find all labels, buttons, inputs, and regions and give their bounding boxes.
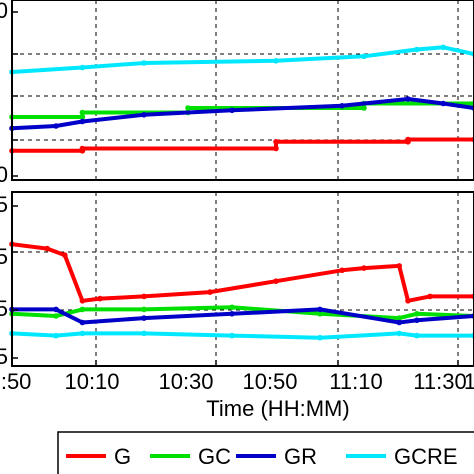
x-tick-label: 10:10	[64, 369, 119, 394]
data-point-gr	[405, 96, 411, 102]
data-point-gcre	[79, 330, 86, 337]
data-point-gr	[141, 315, 147, 321]
bottom-plot-area	[12, 192, 474, 366]
data-point-gcre	[414, 332, 420, 339]
data-point-gr	[53, 123, 59, 129]
data-point-gcre	[141, 330, 147, 337]
x-axis-title: Time (HH:MM)	[206, 396, 349, 421]
data-point-gr	[229, 107, 235, 114]
data-point-gr	[79, 118, 86, 125]
data-point-g	[207, 289, 213, 295]
data-point-gc	[79, 109, 86, 116]
y-tick-label: 5	[0, 344, 8, 369]
top-series	[9, 44, 474, 154]
data-point-gc	[79, 114, 86, 120]
legend-label-g: G	[114, 444, 131, 469]
y-tick-label: 5	[0, 296, 8, 321]
data-point-gr	[53, 306, 59, 313]
legend-label-gcre: GCRE	[394, 444, 458, 469]
legend: G GC GR GCRE	[57, 431, 474, 474]
y-tick-label: 5	[0, 244, 8, 269]
data-point-gr	[414, 317, 420, 324]
legend-label-gc: GC	[198, 444, 231, 469]
data-point-gcre	[396, 330, 403, 337]
legend-entries: G GC GR GCRE	[66, 444, 458, 469]
data-point-gc	[361, 105, 367, 111]
data-point-g	[273, 139, 279, 145]
series-line-gcre	[11, 45, 474, 74]
data-point-gc	[185, 105, 191, 111]
data-point-gcre	[53, 332, 59, 339]
data-point-gcre	[440, 44, 447, 51]
data-point-g	[396, 263, 403, 269]
data-point-g	[427, 293, 433, 300]
bottom-y-ticks: 5 5 5 5	[0, 192, 18, 369]
data-point-gr	[141, 112, 147, 118]
y-tick-label: 0	[0, 0, 8, 23]
data-point-g	[79, 145, 86, 152]
data-point-gr	[440, 100, 447, 107]
data-point-gcre	[141, 60, 147, 66]
data-point-g	[405, 136, 411, 143]
x-tick-labels: 9:50 10:10 10:30 10:50 11:10 11:301	[0, 360, 474, 394]
legend-label-gr: GR	[284, 444, 317, 469]
x-tick-label: 11:30	[413, 369, 466, 394]
legend-box	[57, 431, 474, 474]
x-tick-label: 10:50	[242, 369, 297, 394]
data-point-gc	[141, 306, 147, 313]
data-point-gr	[317, 306, 323, 313]
y-tick-label: 5	[0, 192, 8, 217]
data-point-gr	[79, 319, 86, 326]
y-tick-label: 0	[0, 162, 8, 187]
data-point-g	[44, 245, 50, 252]
data-point-g	[97, 295, 103, 302]
data-point-gcre	[414, 46, 420, 53]
bottom-axes-frame	[11, 191, 474, 367]
data-point-g	[79, 298, 86, 304]
data-point-gcre	[273, 58, 279, 64]
series-line-g	[11, 242, 474, 303]
data-point-g	[361, 265, 367, 271]
data-point-gc	[396, 315, 403, 321]
bottom-panel: 5 5 5 5 9:50 10:10 10:30 10:50 11:10 11:301	[0, 191, 474, 394]
x-tick-label: 1	[464, 369, 474, 394]
data-point-g	[62, 252, 68, 258]
data-point-g	[273, 278, 279, 285]
data-point-gcre	[79, 64, 86, 71]
data-point-g	[141, 293, 147, 300]
data-point-gr	[396, 319, 403, 326]
data-point-gcre	[317, 334, 323, 341]
data-point-gc	[53, 313, 59, 319]
data-point-gc	[317, 311, 323, 317]
x-tick-label: 10:30	[158, 369, 213, 394]
data-point-gc	[229, 304, 235, 311]
x-tick-label: 11:10	[329, 369, 382, 394]
top-y-ticks: 00	[0, 0, 18, 187]
data-point-gr	[229, 311, 235, 317]
data-point-gcre	[361, 53, 367, 60]
data-point-g	[273, 145, 279, 152]
bottom-series	[9, 241, 474, 341]
data-point-g	[405, 298, 411, 304]
top-panel: 00	[0, 0, 474, 187]
data-point-gc	[414, 311, 420, 317]
data-point-gr	[339, 103, 345, 109]
data-point-gcre	[229, 332, 235, 339]
top-axes-frame	[11, 0, 474, 181]
data-point-g	[339, 267, 345, 274]
data-point-gc	[79, 306, 86, 313]
x-tick-label: 9:50	[0, 369, 31, 394]
